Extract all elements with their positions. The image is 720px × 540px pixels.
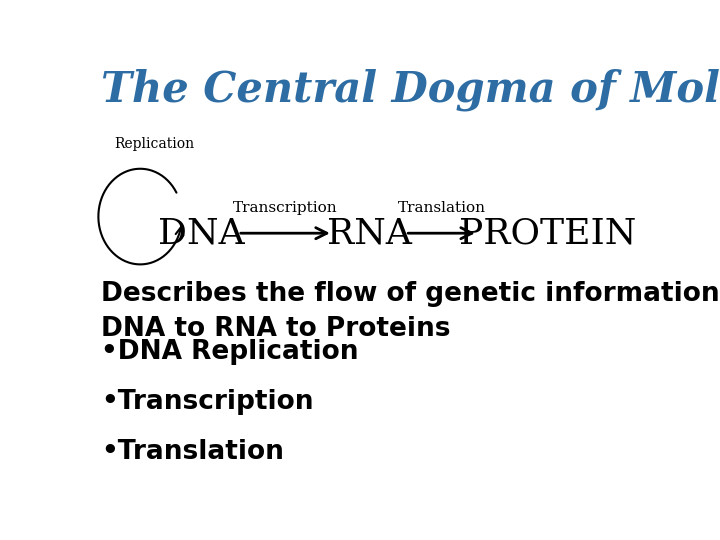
Text: DNA: DNA — [158, 216, 245, 250]
Text: Replication: Replication — [114, 137, 194, 151]
Text: The Central Dogma of Molecular Biology: The Central Dogma of Molecular Biology — [101, 69, 720, 111]
Text: PROTEIN: PROTEIN — [459, 216, 636, 250]
Text: RNA: RNA — [327, 216, 411, 250]
Text: DNA to RNA to Proteins: DNA to RNA to Proteins — [101, 316, 451, 342]
Text: •Translation: •Translation — [101, 439, 284, 465]
Text: Translation: Translation — [397, 201, 485, 215]
Text: •Transcription: •Transcription — [101, 389, 314, 415]
Text: Describes the flow of genetic information from: Describes the flow of genetic informatio… — [101, 281, 720, 307]
Text: Transcription: Transcription — [233, 201, 338, 215]
Text: •DNA Replication: •DNA Replication — [101, 339, 359, 365]
